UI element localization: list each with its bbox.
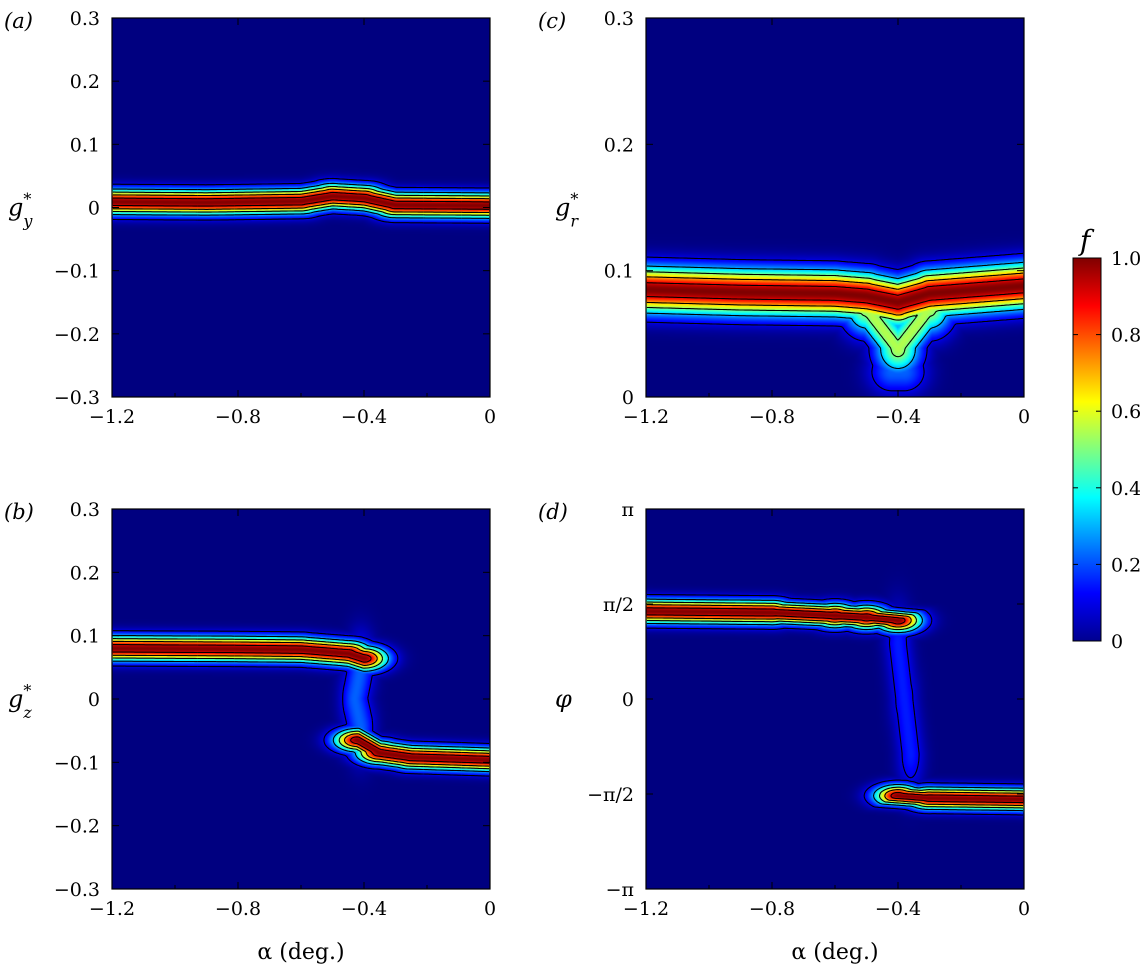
y-tick-label: −π/2 xyxy=(587,784,634,806)
y-tick-label: 0.2 xyxy=(70,562,100,584)
x-tick-label: −1.2 xyxy=(89,406,135,428)
contour-line xyxy=(646,607,1024,804)
x-tick-label: −0.4 xyxy=(341,898,387,920)
y-tick-label: −0.2 xyxy=(54,816,100,838)
colorbar-ticks: 0 0.2 0.4 0.6 0.8 1.0 xyxy=(1073,248,1140,653)
contour-line xyxy=(112,640,490,767)
contour-line xyxy=(112,177,490,224)
y-axis-label-main: g xyxy=(555,194,570,222)
contour-line xyxy=(646,601,1024,809)
y-tick-label: −π xyxy=(606,879,634,901)
x-tick-label: −1.2 xyxy=(623,406,669,428)
y-axis-label: g* y xyxy=(8,190,33,231)
x-tick-label: 0 xyxy=(1018,406,1030,428)
colorbar-label: f xyxy=(1078,224,1095,257)
y-tick-label: −0.2 xyxy=(54,324,100,346)
contour-line xyxy=(112,630,490,777)
x-tick-label: 0 xyxy=(484,898,496,920)
y-axis-label-sub: z xyxy=(22,703,32,722)
x-tick-label: −0.4 xyxy=(341,406,387,428)
y-tick-label: 0.2 xyxy=(70,71,100,93)
y-axis-label-main: g xyxy=(8,194,23,222)
contour-line xyxy=(112,638,490,770)
y-tick-label: 0 xyxy=(622,387,634,409)
y-tick-label: 0.1 xyxy=(604,261,634,283)
panel-label: (b) xyxy=(4,500,34,524)
contour-line xyxy=(646,278,1024,310)
y-tick-label: 0 xyxy=(88,198,100,220)
panel-label: (c) xyxy=(538,9,566,33)
contour-line xyxy=(646,267,1024,358)
y-tick-label: 0 xyxy=(622,689,634,711)
colorbar-tick-label: 0.8 xyxy=(1111,325,1140,347)
contour-line xyxy=(646,261,1024,370)
panel-b: −1.2 −0.8 −0.4 0 −0.3 −0.2 −0.1 0 0.1 0.2 0.3 (b) g*… xyxy=(4,499,496,965)
y-axis-label-sup: * xyxy=(570,190,578,209)
y-tick-label: 0.2 xyxy=(604,134,634,156)
contour-line xyxy=(646,598,1024,812)
y-tick-label: 0 xyxy=(88,689,100,711)
contour-line xyxy=(112,185,490,216)
x-tick-label: −1.2 xyxy=(623,898,669,920)
contour-line xyxy=(646,272,1024,316)
y-tick-label: 0.3 xyxy=(70,499,100,521)
heatmap-image xyxy=(112,18,490,397)
y-axis-label: g* z xyxy=(8,681,32,722)
x-axis-label: α (deg.) xyxy=(257,940,344,965)
heatmap-image xyxy=(646,509,1024,889)
y-tick-label: 0.3 xyxy=(604,8,634,30)
contour-line xyxy=(646,604,1024,807)
y-axis-label: g* r xyxy=(555,190,579,231)
x-axis-label: α (deg.) xyxy=(791,940,878,965)
colorbar: f 0 0.2 0.4 0.6 0.8 1.0 xyxy=(1072,224,1140,653)
contour-line xyxy=(646,252,1024,392)
x-tick-label: −0.4 xyxy=(875,898,921,920)
heatmap-image xyxy=(646,18,1024,397)
y-tick-label: −0.1 xyxy=(54,261,100,283)
panel-d: −1.2 −0.8 −0.4 0 −π −π/2 0 π/2 π (d) φ α (deg.) xyxy=(538,499,1030,965)
y-axis-label: φ xyxy=(555,685,572,713)
y-tick-label: π/2 xyxy=(603,594,634,616)
x-tick-label: −0.4 xyxy=(875,406,921,428)
panel-c: −1.2 −0.8 −0.4 0 0 0.1 0.2 0.3 (c) g* r xyxy=(538,8,1030,428)
colorbar-tick-label: 0.4 xyxy=(1111,478,1140,500)
y-tick-label: −0.3 xyxy=(54,879,100,901)
contour-line xyxy=(112,182,490,219)
panel-label: (d) xyxy=(538,500,568,524)
colorbar-gradient xyxy=(1072,257,1102,642)
heatmap-image xyxy=(112,509,490,889)
x-tick-label: −0.8 xyxy=(749,898,795,920)
y-axis-label-main: φ xyxy=(555,685,572,713)
colorbar-tick-label: 1.0 xyxy=(1111,248,1140,270)
x-tick-label: −0.8 xyxy=(749,406,795,428)
panel-a: −1.2 −0.8 −0.4 0 −0.3 −0.2 −0.1 0 0.1 0.2 0.3 (a) g*… xyxy=(4,8,496,428)
colorbar-tick-label: 0 xyxy=(1111,631,1123,653)
colorbar-tick-label: 0.6 xyxy=(1111,401,1140,423)
y-axis-label-main: g xyxy=(8,685,23,713)
y-axis-label-sub: y xyxy=(22,212,33,231)
x-tick-label: 0 xyxy=(1018,898,1030,920)
y-tick-label: −0.3 xyxy=(54,387,100,409)
contour-line xyxy=(112,188,490,214)
x-tick-label: −1.2 xyxy=(89,898,135,920)
panel-label: (a) xyxy=(4,9,33,33)
x-tick-label: 0 xyxy=(484,406,496,428)
y-tick-label: 0.1 xyxy=(70,134,100,156)
y-axis-label-sup: * xyxy=(23,190,31,209)
y-axis-label-sup: * xyxy=(23,681,31,700)
colorbar-tick-label: 0.2 xyxy=(1111,554,1140,576)
x-tick-label: −0.8 xyxy=(215,898,261,920)
y-tick-label: 0.1 xyxy=(70,626,100,648)
contour-line xyxy=(112,191,490,210)
contour-line xyxy=(112,644,490,764)
y-tick-label: 0.3 xyxy=(70,8,100,30)
x-tick-label: −0.8 xyxy=(215,406,261,428)
y-axis-label-sub: r xyxy=(570,212,579,231)
y-tick-label: −0.1 xyxy=(54,752,100,774)
contour-line xyxy=(646,593,1024,816)
y-tick-label: π xyxy=(622,499,635,521)
